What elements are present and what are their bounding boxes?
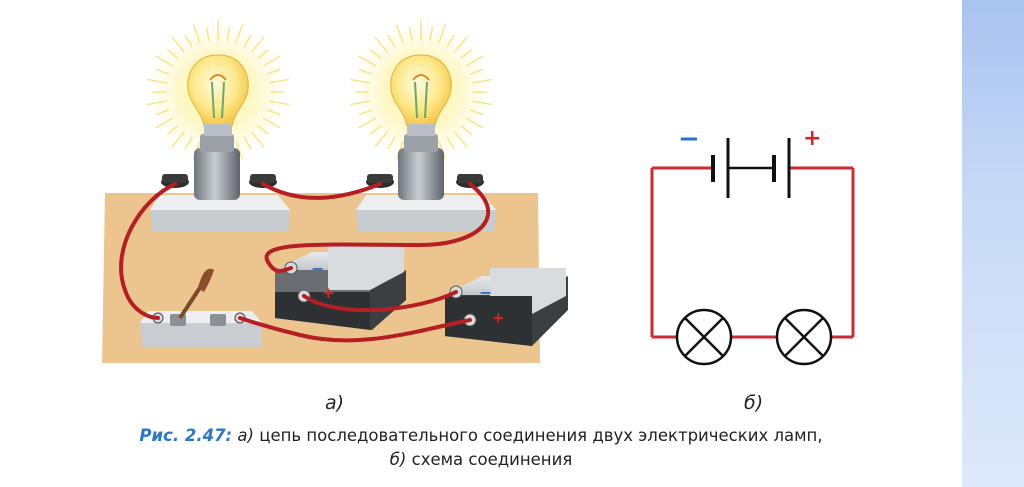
glow-ray xyxy=(446,34,455,48)
glow-ray xyxy=(243,34,252,48)
glow-ray xyxy=(269,100,290,106)
glow-ray xyxy=(465,55,484,67)
glow-ray xyxy=(250,131,265,148)
battery-symbol xyxy=(711,138,791,198)
battery-2-minus-sign: − xyxy=(479,283,492,302)
glow-ray xyxy=(171,131,186,148)
schematic-plus-sign: + xyxy=(803,126,822,151)
wires xyxy=(119,182,491,343)
glow-ray xyxy=(469,109,484,116)
caption-marker-a: а) xyxy=(237,426,254,445)
glow-ray xyxy=(358,68,373,75)
glow-rays xyxy=(146,20,493,164)
glow-ray xyxy=(262,117,281,129)
glow-ray xyxy=(358,117,377,129)
glow-ray xyxy=(446,136,455,150)
glow-ray xyxy=(257,49,270,60)
glow-ray xyxy=(235,24,244,44)
glow-ray xyxy=(266,68,281,75)
glow-ray xyxy=(262,55,281,67)
glow-ray xyxy=(460,124,473,135)
caption-line-1: Рис. 2.47: а) цепь последовательного сое… xyxy=(0,424,962,448)
glow-ray xyxy=(269,78,290,84)
wire-lamp-right-to-battery-1 xyxy=(264,182,491,273)
glow-ray xyxy=(369,49,382,60)
figure-caption: Рис. 2.47: а) цепь последовательного сое… xyxy=(0,424,962,472)
lamp-bulb-right xyxy=(390,54,452,136)
glow-ray xyxy=(146,78,167,84)
schematic-minus-sign: − xyxy=(678,124,700,154)
glow-ray xyxy=(465,117,484,129)
schematic-wires xyxy=(650,166,855,339)
wire-lamp-left-to-switch xyxy=(119,182,177,320)
caption-text-b: схема соединения xyxy=(411,450,573,469)
battery-1-minus-sign: − xyxy=(311,259,324,278)
sublabel-b: б) xyxy=(744,392,764,414)
glow-ray xyxy=(472,100,493,106)
glow-ray xyxy=(155,55,174,67)
glow-ray xyxy=(146,100,167,106)
glow-ray xyxy=(387,34,396,48)
glow-ray xyxy=(349,100,370,106)
glow-ray xyxy=(472,78,493,84)
battery-2-plus-sign: + xyxy=(492,309,505,327)
glow-ray xyxy=(235,140,244,160)
glow-ray xyxy=(250,36,265,53)
glow-ray xyxy=(460,49,473,60)
lamp-stand-right xyxy=(356,134,496,232)
caption-marker-b: б) xyxy=(389,450,407,469)
glow-ray xyxy=(453,131,468,148)
illustration-a: − + − + xyxy=(102,20,568,363)
glow-ray xyxy=(166,124,179,135)
wire-battery-2-to-switch xyxy=(238,316,472,343)
glow-ray xyxy=(453,36,468,53)
glow-ray xyxy=(395,24,404,44)
glow-ray xyxy=(184,34,193,48)
glow-ray xyxy=(429,26,434,41)
battery-1: − + xyxy=(275,246,406,330)
glow-ray xyxy=(205,26,210,41)
caption-text-a: цепь последовательного соединения двух э… xyxy=(259,426,823,445)
glow-ray xyxy=(387,136,396,150)
figure-number: Рис. 2.47: xyxy=(139,426,233,445)
lamp-symbol-left xyxy=(675,308,733,366)
lamp-bulb-left xyxy=(187,54,249,136)
glow-ray xyxy=(369,124,382,135)
glow-ray xyxy=(374,131,389,148)
glow-ray xyxy=(266,109,281,116)
glow-ray xyxy=(155,117,174,129)
glow-ray xyxy=(349,78,370,84)
glow-ray xyxy=(155,109,170,116)
glow-ray xyxy=(184,136,193,150)
wire-lamp-to-lamp xyxy=(261,182,382,200)
switch-handle xyxy=(198,268,214,292)
battery-2: − + xyxy=(445,268,568,346)
glow-ray xyxy=(408,26,413,41)
glow-ray xyxy=(358,109,373,116)
wire-battery-1-to-battery-2 xyxy=(302,290,458,313)
glow-ray xyxy=(358,55,377,67)
glow-ray xyxy=(155,68,170,75)
glow-ray xyxy=(257,124,270,135)
glow-ray xyxy=(192,24,201,44)
glow-ray xyxy=(374,36,389,53)
knife-switch xyxy=(140,268,262,348)
glow-ray xyxy=(171,36,186,53)
glow-ray xyxy=(469,68,484,75)
sublabel-a: а) xyxy=(325,392,345,414)
glow-ray xyxy=(438,24,447,44)
glow-ray xyxy=(166,49,179,60)
lamp-stand-left xyxy=(150,134,290,232)
lamp-symbol-right xyxy=(775,308,833,366)
glow-ray xyxy=(226,26,231,41)
caption-line-2: б) схема соединения xyxy=(0,448,962,472)
page-edge-strip xyxy=(962,0,1024,487)
glow-ray xyxy=(243,136,252,150)
schematic-b xyxy=(650,138,855,366)
battery-1-plus-sign: + xyxy=(322,284,335,302)
